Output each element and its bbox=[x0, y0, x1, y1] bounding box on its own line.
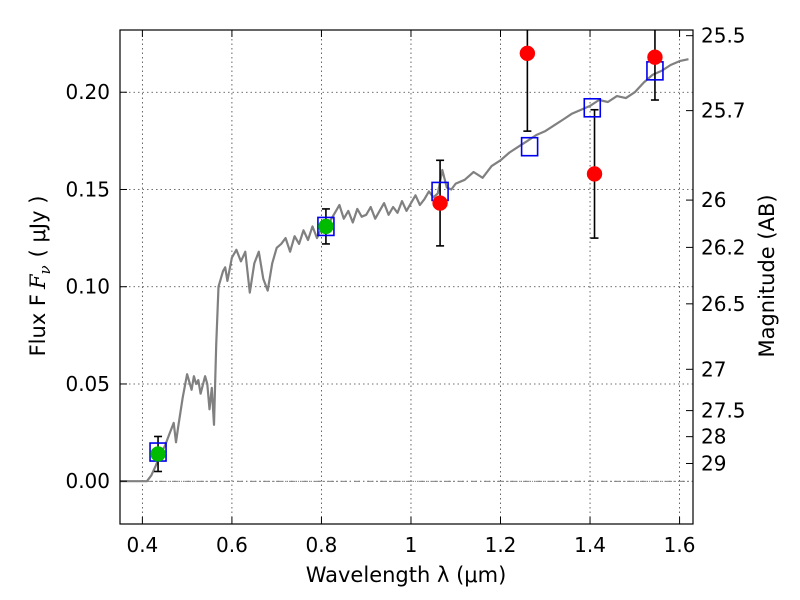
right-tick-label: 29 bbox=[701, 451, 726, 475]
y-tick-label: 0.10 bbox=[65, 275, 110, 299]
right-tick-label: 27.5 bbox=[701, 399, 746, 423]
x-tick-label: 0.8 bbox=[306, 533, 338, 557]
x-tick-label: 0.4 bbox=[126, 533, 158, 557]
x-tick-label: 1.6 bbox=[664, 533, 696, 557]
y-axis-label-subscript: Fν bbox=[26, 265, 54, 290]
measured-flux-point bbox=[647, 49, 663, 65]
ticks: 0.4 0.6 0.8 1 1.2 1.4 1.6 0.00 0.05 0.10 0.15 0.20 2… bbox=[65, 24, 745, 557]
right-tick-label: 26.5 bbox=[701, 292, 746, 316]
model-photometry-marker bbox=[520, 136, 539, 157]
y-tick-label: 0.05 bbox=[65, 372, 110, 396]
plot-area bbox=[120, 30, 689, 483]
right-axis-label: Magnitude (AB) bbox=[755, 194, 779, 357]
measured-flux-point bbox=[519, 45, 536, 62]
model-photometry-marker bbox=[583, 97, 602, 118]
right-tick-label: 28 bbox=[701, 425, 726, 449]
measured-flux-point bbox=[150, 446, 166, 462]
right-tick-label: 26 bbox=[701, 188, 726, 212]
y-axis-label-nu: ν bbox=[36, 265, 54, 274]
y-tick-label: 0.20 bbox=[65, 80, 110, 104]
y-axis-label-f: F bbox=[26, 273, 50, 290]
measured-flux-point bbox=[586, 166, 603, 182]
y-axis-label: Flux F Fν ( μJy ) bbox=[26, 196, 54, 357]
measured-flux-point bbox=[318, 218, 334, 235]
x-tick-label: 0.6 bbox=[216, 533, 248, 557]
x-tick-label: 1.4 bbox=[574, 533, 606, 557]
y-tick-label: 0.15 bbox=[65, 177, 110, 201]
y-axis-label-unit: ( μJy ) bbox=[26, 196, 50, 258]
measured-flux-point bbox=[432, 195, 448, 211]
right-tick-label: 25.5 bbox=[701, 24, 746, 48]
y-axis-label-flux: Flux F bbox=[26, 294, 50, 356]
x-tick-label: 1.2 bbox=[485, 533, 517, 557]
x-axis-label: Wavelength λ (μm) bbox=[306, 563, 507, 587]
y-tick-label: 0.00 bbox=[65, 469, 110, 493]
right-tick-label: 27 bbox=[701, 357, 726, 381]
model-photometry-marker bbox=[317, 216, 335, 237]
axes-frame bbox=[119, 29, 694, 525]
x-tick-label: 1 bbox=[405, 533, 418, 557]
right-tick-label: 25.7 bbox=[701, 99, 746, 123]
right-tick-label: 26.2 bbox=[701, 235, 746, 259]
